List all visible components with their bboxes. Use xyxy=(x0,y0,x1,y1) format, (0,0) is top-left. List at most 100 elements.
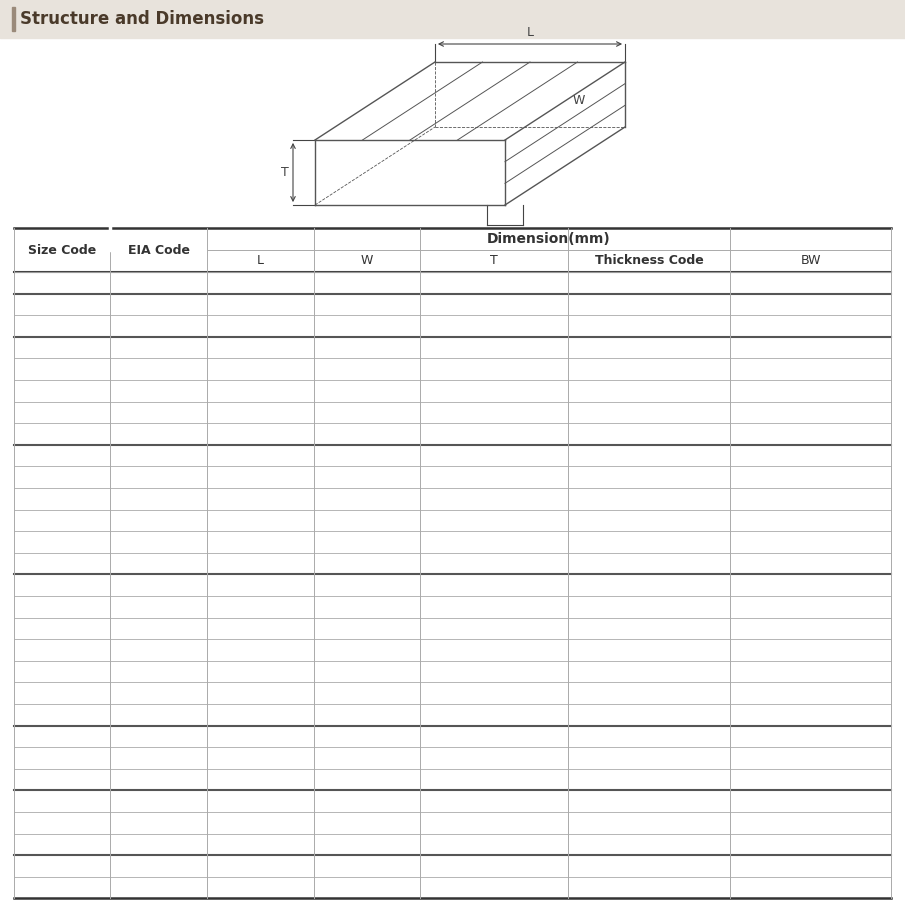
Text: 3.20±0.30: 3.20±0.30 xyxy=(463,838,525,851)
Text: 0.80±0.10: 0.80±0.10 xyxy=(336,298,398,311)
Text: T: T xyxy=(281,166,289,179)
Text: 5.70±0.40: 5.70±0.40 xyxy=(230,881,291,894)
Text: 2.50±0.20: 2.50±0.20 xyxy=(463,687,525,700)
Text: F: F xyxy=(645,385,653,397)
Text: 2.00±0.20: 2.00±0.20 xyxy=(463,773,525,786)
Text: 1.60±0.20: 1.60±0.20 xyxy=(463,622,525,635)
Text: 4.50±0.40: 4.50±0.40 xyxy=(230,730,291,743)
Text: 2.50±0.20: 2.50±0.20 xyxy=(336,643,398,656)
Text: 1.60±0.15: 1.60±0.15 xyxy=(336,536,398,548)
Text: 1.25±0.10: 1.25±0.10 xyxy=(463,385,525,397)
Text: 1.25±0.15: 1.25±0.15 xyxy=(463,406,525,419)
Text: 1210: 1210 xyxy=(143,643,175,656)
Text: 2.50±0.30: 2.50±0.30 xyxy=(336,709,398,721)
Text: 0.50+0.0/−0.1(*): 0.50+0.0/−0.1(*) xyxy=(443,298,545,311)
Text: 0.85±0.10: 0.85±0.10 xyxy=(463,341,525,354)
Text: 3.20±0.15: 3.20±0.15 xyxy=(230,471,291,483)
Text: 4.50±0.40: 4.50±0.40 xyxy=(230,773,291,786)
Text: 1.60±0.20: 1.60±0.20 xyxy=(463,557,525,570)
Text: 1.25±0.10: 1.25±0.10 xyxy=(336,363,398,376)
Text: 3.20±0.15: 3.20±0.15 xyxy=(230,536,291,548)
Text: 05: 05 xyxy=(54,276,70,290)
Text: 4.50±0.40: 4.50±0.40 xyxy=(230,795,291,807)
Text: Y: Y xyxy=(645,427,653,441)
Text: 1.25±0.20: 1.25±0.20 xyxy=(336,427,398,441)
Text: G: G xyxy=(644,751,653,765)
Text: 0.25±0.10: 0.25±0.10 xyxy=(779,276,842,290)
Text: 0.5+0.2/−0.3: 0.5+0.2/−0.3 xyxy=(771,385,850,397)
Text: 3.20±0.30: 3.20±0.30 xyxy=(336,838,398,851)
Text: 1.25±0.10: 1.25±0.10 xyxy=(336,385,398,397)
Text: 4.50±0.40: 4.50±0.40 xyxy=(230,816,291,829)
Text: C: C xyxy=(645,341,653,354)
Text: 0.30±0.20: 0.30±0.20 xyxy=(779,309,842,321)
Text: 21: 21 xyxy=(54,385,70,397)
Text: 2.00±0.10: 2.00±0.10 xyxy=(230,363,291,376)
Text: 3.20±0.30: 3.20±0.30 xyxy=(336,816,398,829)
Text: 1.60±0.10: 1.60±0.10 xyxy=(230,319,291,332)
Text: 0402: 0402 xyxy=(143,276,175,290)
Text: C: C xyxy=(645,578,653,592)
Text: V: V xyxy=(645,709,653,721)
Text: I: I xyxy=(647,665,651,678)
Text: C: C xyxy=(645,471,653,483)
Text: 0603: 0603 xyxy=(143,309,175,321)
Text: 1.80±0.20(*): 1.80±0.20(*) xyxy=(455,643,532,656)
Text: 0.60±0.30: 0.60±0.30 xyxy=(779,643,842,656)
Text: EIA Code: EIA Code xyxy=(128,243,189,256)
Text: 8: 8 xyxy=(645,319,653,332)
Text: U: U xyxy=(644,643,653,656)
Text: 4.50±0.40: 4.50±0.40 xyxy=(230,838,291,851)
Text: 3.20±0.30: 3.20±0.30 xyxy=(463,881,525,894)
Bar xyxy=(14,228,891,899)
Text: 1206: 1206 xyxy=(143,503,175,516)
Text: 3.20±0.20: 3.20±0.20 xyxy=(230,449,291,462)
Text: 0805: 0805 xyxy=(142,385,175,397)
Text: 1808: 1808 xyxy=(143,751,175,765)
Text: 2.00±0.20: 2.00±0.20 xyxy=(336,751,398,765)
Text: 4.50±0.40: 4.50±0.40 xyxy=(230,751,291,765)
Text: BW: BW xyxy=(800,254,821,268)
Text: J: J xyxy=(647,687,651,700)
Text: 3.20±0.30: 3.20±0.30 xyxy=(230,622,291,635)
Text: 2.00±0.20: 2.00±0.20 xyxy=(230,427,291,441)
Text: 1.00±0.30: 1.00±0.30 xyxy=(779,871,842,883)
Text: 1.60±0.20: 1.60±0.20 xyxy=(336,514,398,527)
Text: 1.60±0.20: 1.60±0.20 xyxy=(336,449,398,462)
Text: 1.25±0.15: 1.25±0.15 xyxy=(463,536,525,548)
Text: 3.20±0.30: 3.20±0.30 xyxy=(230,687,291,700)
Text: 2.50±0.30: 2.50±0.30 xyxy=(463,709,525,721)
Text: 1.25±0.20: 1.25±0.20 xyxy=(463,427,525,441)
Text: 1.60±0.15: 1.60±0.15 xyxy=(336,471,398,483)
Text: 3.20±0.30: 3.20±0.30 xyxy=(230,665,291,678)
Text: 0.85±0.15: 0.85±0.15 xyxy=(463,471,525,483)
Text: 43: 43 xyxy=(54,816,70,829)
Text: F: F xyxy=(645,795,653,807)
Text: 1.60±0.20: 1.60±0.20 xyxy=(336,557,398,570)
Text: 2.00±0.20: 2.00±0.20 xyxy=(336,730,398,743)
Text: 2.50±0.20: 2.50±0.20 xyxy=(336,600,398,614)
Text: Structure and Dimensions: Structure and Dimensions xyxy=(20,10,264,28)
Text: 5.00±0.40: 5.00±0.40 xyxy=(336,860,398,872)
Text: 0.50±0.30: 0.50±0.30 xyxy=(780,503,842,516)
Text: 5.00±0.40: 5.00±0.40 xyxy=(336,881,398,894)
Text: F: F xyxy=(645,536,653,548)
Text: W: W xyxy=(573,94,586,108)
Text: 2.50±0.20: 2.50±0.20 xyxy=(336,578,398,592)
Text: 55: 55 xyxy=(54,871,70,883)
Text: 9: 9 xyxy=(645,600,653,614)
Text: 3.20±0.30: 3.20±0.30 xyxy=(336,795,398,807)
Text: 3.20±0.30: 3.20±0.30 xyxy=(230,643,291,656)
Text: 2.50±0.20: 2.50±0.20 xyxy=(336,687,398,700)
Text: 5: 5 xyxy=(645,298,653,311)
Text: I: I xyxy=(647,773,651,786)
Text: 0.50±0.05: 0.50±0.05 xyxy=(336,276,398,290)
Text: 3.20±0.20: 3.20±0.20 xyxy=(230,492,291,505)
Text: 2.50±0.20: 2.50±0.20 xyxy=(336,665,398,678)
Text: 1.00±0.05: 1.00±0.05 xyxy=(230,276,291,290)
Text: 2.00±0.10: 2.00±0.10 xyxy=(230,341,291,354)
Text: P: P xyxy=(645,514,653,527)
Text: 2220: 2220 xyxy=(143,871,175,883)
Text: Thickness Code: Thickness Code xyxy=(595,254,703,268)
Text: 3.20±0.30: 3.20±0.30 xyxy=(230,578,291,592)
